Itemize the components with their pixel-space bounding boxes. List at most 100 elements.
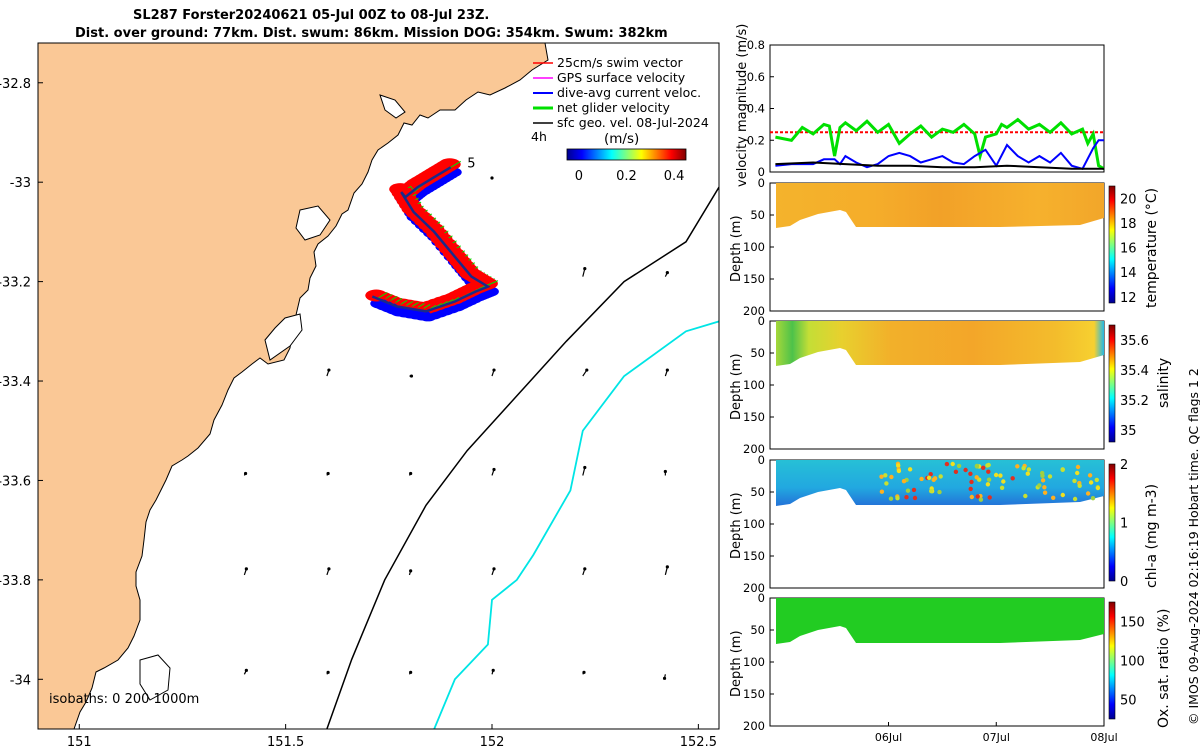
glider-track [371, 166, 491, 313]
velocity-ylabel: velocity magnitude (m/s) [735, 24, 750, 187]
depth-tick-label: 100 [743, 655, 765, 669]
estuary-detail-4 [379, 94, 406, 119]
colorbar-tick-label: 20 [1120, 192, 1137, 207]
colorbar-tick-label: 1 [1120, 517, 1128, 532]
chla-sample [932, 476, 938, 481]
oxygen-panel: 0 50 100 150 200 50 100 150 Depth (m) Ox. sat. … [729, 591, 1172, 744]
swim-vector [365, 289, 388, 302]
colorbar-tick-label: 35.2 [1120, 394, 1149, 409]
chla-sample [895, 496, 900, 501]
velocity-y-tick-label: 0.4 [747, 102, 765, 116]
chla-sample [1087, 473, 1093, 478]
map-y-tick-label: -33.8 [0, 574, 31, 589]
chla-sample [993, 472, 999, 478]
geo-vector-head [583, 567, 587, 571]
depth-tick-label: 50 [750, 485, 765, 499]
chla-sample [963, 467, 968, 473]
chla-sample [986, 477, 992, 482]
depth-tick-label: 150 [743, 410, 765, 424]
depth-tick-label: 200 [743, 442, 765, 456]
map-colorbar [566, 148, 687, 161]
chla-sample [1010, 476, 1015, 481]
depth-tick-label: 200 [743, 719, 765, 733]
chla-cbar-label: chl-a (mg m-3) [1144, 484, 1160, 588]
velocity-series-dive-avg-current-veloc- [775, 139, 1104, 170]
oxygen-ticks: 0 50 100 150 200 50 100 150 [743, 591, 1145, 733]
legend-gps-label: GPS surface velocity [557, 70, 686, 85]
map-x-tick-label: 152.5 [680, 735, 717, 750]
colorbar-tick-label: 0 [1120, 575, 1128, 590]
chla-sample [1088, 480, 1094, 485]
oxygen-cbar-label: Ox. sat. ratio (%) [1156, 609, 1172, 728]
salinity-ylabel: Depth (m) [729, 353, 744, 420]
chla-sample [1094, 477, 1100, 483]
chla-sample [1040, 473, 1045, 478]
chla-ticks: 0 50 100 150 200 0 1 2 [743, 453, 1128, 595]
chla-sample [911, 487, 917, 493]
map-x-tick-label: 152 [480, 735, 505, 750]
chla-sample [974, 475, 979, 480]
depth-tick-label: 200 [743, 581, 765, 595]
chla-sample [1047, 474, 1053, 479]
chla-field [776, 460, 1104, 506]
velocity-series-sfc-geo-vel- [775, 161, 1104, 170]
colorbar-tick-label: 150 [1120, 616, 1145, 631]
depth-tick-label: 50 [750, 208, 765, 222]
map-colorbar-tick-label: 0 [575, 169, 583, 184]
temperature-field [776, 183, 1104, 228]
salinity-ticks: 0 50 100 150 200 35 35.2 35.4 35.6 [743, 314, 1149, 456]
geo-vector-head [665, 271, 669, 275]
geo-vector-head [409, 670, 413, 674]
estuary-detail-1 [264, 313, 303, 361]
depth-tick-label: 0 [758, 314, 765, 328]
map-y-tick-label: -33.6 [0, 474, 31, 489]
chla-sample [883, 473, 888, 478]
chla-sample [919, 476, 924, 482]
geo-vector-head [326, 670, 330, 674]
chla-sample [986, 469, 991, 474]
time-tick-label: 07Jul [983, 731, 1010, 744]
geo-vector-head [409, 374, 414, 378]
geo-vector-head [327, 368, 331, 372]
depth-tick-label: 100 [743, 378, 765, 392]
map-legend: 25cm/s swim vector GPS surface velocity … [531, 55, 709, 184]
velocity-y-tick-label: 0.8 [747, 38, 765, 52]
chla-sample [1090, 496, 1096, 501]
map-x-tick-label: 151 [67, 735, 92, 750]
chla-sample [950, 461, 955, 467]
velocity-y-tick-label: 0 [758, 165, 765, 179]
salinity-panel: 0 50 100 150 200 35 35.2 35.4 35.6 Depth (m) sal… [729, 314, 1172, 456]
geo-vector-head [326, 471, 330, 476]
colorbar-tick-label: 35.6 [1120, 334, 1149, 349]
chla-sample [1072, 496, 1078, 502]
chla-sample [884, 481, 889, 486]
chla-ylabel: Depth (m) [729, 492, 744, 559]
chla-sample [956, 463, 962, 469]
chla-sample [1026, 467, 1032, 472]
chla-sample [1021, 466, 1026, 471]
colorbar-tick-label: 14 [1120, 266, 1137, 281]
map-colorbar-tick-label: 0.2 [616, 169, 637, 184]
chla-sample [938, 474, 943, 479]
legend-swim-label: 25cm/s swim vector [557, 55, 684, 70]
colorbar-tick-label: 18 [1120, 217, 1137, 232]
temperature-ylabel: Depth (m) [729, 215, 744, 282]
colorbar-prefix: 4h [531, 129, 547, 144]
credit-text: © IMOS 09-Aug-2024 02:16:19 Hobart time.… [1186, 368, 1200, 725]
oxygen-ylabel: Depth (m) [729, 630, 744, 697]
legend-geo-label: sfc geo. vel. 08-Jul-2024 [557, 115, 709, 130]
chla-sample [928, 472, 933, 477]
velocity-y-ticks: 0 0.2 0.4 0.6 0.8 [747, 38, 774, 179]
temperature-ticks: 0 50 100 150 200 12 14 16 18 20 [743, 176, 1137, 318]
map-y-tick-label: -34 [10, 673, 31, 688]
chla-sample [1023, 493, 1028, 499]
time-tick-label: 06Jul [875, 731, 902, 744]
geo-vector-head [492, 368, 496, 372]
chla-sample [1060, 492, 1066, 498]
geo-vector-head [585, 368, 589, 372]
chla-sample [1077, 483, 1082, 488]
colorbar-tick-label: 50 [1120, 694, 1137, 709]
time-axis-ticks: 06Jul 07Jul 08Jul [875, 722, 1118, 744]
chla-sample [1042, 485, 1047, 490]
depth-tick-label: 150 [743, 549, 765, 563]
